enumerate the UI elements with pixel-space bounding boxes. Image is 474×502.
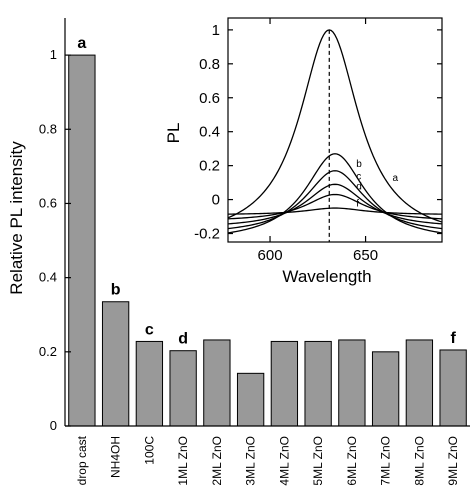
inset-curve-label: f: [356, 198, 359, 209]
main-x-tick-label: 5ML ZnO: [311, 436, 325, 486]
inset-x-tick-label: 650: [353, 247, 378, 264]
inset-y-tick-label: 0.8: [199, 56, 220, 73]
bar-label: a: [77, 35, 86, 52]
bar: [338, 339, 366, 427]
main-x-tick-label: 6ML ZnO: [345, 436, 359, 486]
inset-curve-label: d: [356, 181, 362, 192]
bar: [203, 339, 231, 427]
inset-curve-b: [227, 153, 443, 234]
main-x-tick-label: 4ML ZnO: [277, 436, 291, 486]
main-y-tick-label: 0.4: [39, 270, 57, 285]
bar: [405, 339, 434, 427]
main-x-tick-label: 7ML ZnO: [379, 436, 393, 486]
bar: [371, 351, 400, 427]
inset-y-tick-label: 0.2: [199, 158, 220, 175]
main-x-tick-label: NH4OH: [109, 436, 123, 478]
inset-curve-f: [227, 207, 443, 215]
inset-curve-label: a: [393, 173, 399, 184]
main-x-tick-label: 1ML ZnO: [176, 436, 190, 486]
main-x-tick-label: 8ML ZnO: [412, 436, 426, 486]
bar: [135, 340, 164, 427]
bar: [169, 350, 197, 427]
bar-label: d: [178, 331, 188, 348]
inset-curve-d: [227, 183, 443, 225]
main-x-tick-label: 2ML ZnO: [210, 436, 224, 486]
inset-x-tick-label: 600: [258, 247, 283, 264]
main-x-tick-label: 3ML ZnO: [244, 436, 258, 486]
main-y-tick-label: 0.2: [39, 344, 57, 359]
inset-curve-c: [227, 170, 443, 230]
inset-curve-a: [227, 29, 443, 223]
inset-y-tick-label: 0.6: [199, 90, 220, 107]
main-y-tick-label: 0.8: [39, 121, 57, 136]
inset-curve-label: b: [356, 159, 362, 170]
bar: [270, 340, 299, 427]
inset-y-tick-label: 0: [212, 192, 220, 209]
bar-label: f: [450, 330, 456, 347]
bar: [304, 340, 332, 427]
bar-label: c: [145, 321, 154, 338]
bar: [236, 372, 265, 427]
bar: [101, 301, 130, 427]
main-y-tick-label: 1: [50, 47, 57, 62]
bar-label: b: [111, 282, 121, 299]
main-y-axis-title: Relative PL intensity: [7, 141, 26, 295]
main-axes: 0 0.2 0.4 0.6 0.8 1 drop cast NH4OH 100C 1ML ZnO 2…: [39, 18, 470, 486]
inset-x-axis-title: Wavelength: [282, 267, 371, 286]
main-x-tick-label: 9ML ZnO: [446, 436, 460, 486]
bar: [439, 349, 467, 427]
bar: [68, 54, 96, 427]
inset-frame: [227, 17, 443, 243]
main-x-tick-label: drop cast: [75, 435, 89, 485]
main-x-tick-label: 100C: [142, 436, 156, 465]
inset-y-axis-title: PL: [164, 123, 183, 144]
inset-y-tick-label: 0.4: [199, 124, 220, 141]
main-y-tick-label: 0: [50, 418, 57, 433]
inset-curve-label: c: [356, 172, 361, 183]
inset-curve-e: [227, 193, 443, 220]
main-y-tick-label: 0.6: [39, 195, 57, 210]
inset-y-tick-label: 1: [212, 22, 220, 39]
inset-y-tick-label: -0.2: [194, 226, 220, 243]
